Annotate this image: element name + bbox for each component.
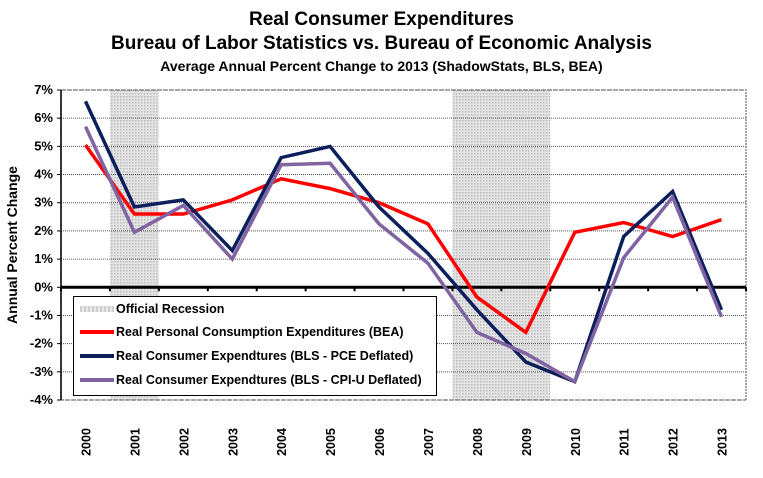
legend-swatch-bls-pce	[80, 354, 114, 358]
y-tick-label: -3%	[30, 364, 54, 379]
legend-label: Real Consumer Expendtures (BLS - CPI-U D…	[116, 373, 422, 387]
x-tick-label: 2012	[667, 428, 681, 456]
y-tick-label: 2%	[34, 223, 53, 238]
x-tick-label: 2006	[373, 428, 387, 456]
legend-swatch-bea	[80, 330, 114, 334]
x-tick-label: 2009	[520, 428, 534, 456]
series-line-bls-pce	[83, 100, 724, 385]
legend-label: Real Personal Consumption Expenditures (…	[116, 325, 404, 339]
legend-label: Official Recession	[116, 302, 225, 316]
y-tick-label: 0%	[34, 279, 53, 294]
x-tick-label: 2002	[177, 428, 191, 456]
legend-swatch-bls-cpi	[80, 378, 114, 382]
chart-subtitle-2: Average Annual Percent Change to 2013 (S…	[160, 58, 603, 74]
x-tick-label: 2000	[79, 428, 93, 456]
x-tick-label: 2011	[618, 428, 632, 455]
x-tick-label: 2010	[569, 428, 583, 456]
y-tick-label: 6%	[34, 110, 53, 125]
x-tick-label: 2004	[275, 428, 289, 456]
chart-title: Real Consumer Expenditures	[248, 9, 515, 30]
x-tick-label: 2003	[226, 428, 240, 456]
y-tick-label: -2%	[30, 336, 54, 351]
y-axis-label-container: Annual Percent Change	[0, 90, 24, 400]
legend-item-bls-pce: Real Consumer Expendtures (BLS - PCE Def…	[80, 347, 413, 365]
x-tick-label: 2013	[716, 428, 730, 456]
y-tick-label: 7%	[34, 82, 53, 97]
legend-item-bls-cpi: Real Consumer Expendtures (BLS - CPI-U D…	[80, 371, 422, 389]
chart-subtitle: Bureau of Labor Statistics vs. Bureau of…	[111, 33, 652, 54]
legend-label: Real Consumer Expendtures (BLS - PCE Def…	[116, 349, 414, 363]
y-tick-label: 3%	[34, 195, 53, 210]
x-tick-label: 2008	[471, 428, 485, 456]
y-tick-label: -4%	[30, 392, 54, 407]
legend-item-bea: Real Personal Consumption Expenditures (…	[80, 323, 404, 341]
legend-swatch-recession	[80, 306, 114, 312]
y-tick-label: 4%	[34, 167, 53, 182]
series-line-bls-cpi	[83, 125, 724, 385]
y-axis-label: Annual Percent Change	[4, 166, 20, 324]
legend: Official Recession Real Personal Consump…	[73, 296, 437, 396]
legend-item-recession: Official Recession	[80, 300, 224, 318]
recession-band	[452, 90, 551, 400]
x-tick-label: 2001	[128, 428, 142, 456]
series-line-bea	[84, 143, 723, 336]
x-tick-label: 2007	[422, 428, 436, 456]
y-tick-label: -1%	[30, 307, 54, 322]
x-tick-label: 2005	[324, 428, 338, 456]
y-tick-label: 1%	[34, 251, 53, 266]
y-tick-label: 5%	[34, 138, 53, 153]
